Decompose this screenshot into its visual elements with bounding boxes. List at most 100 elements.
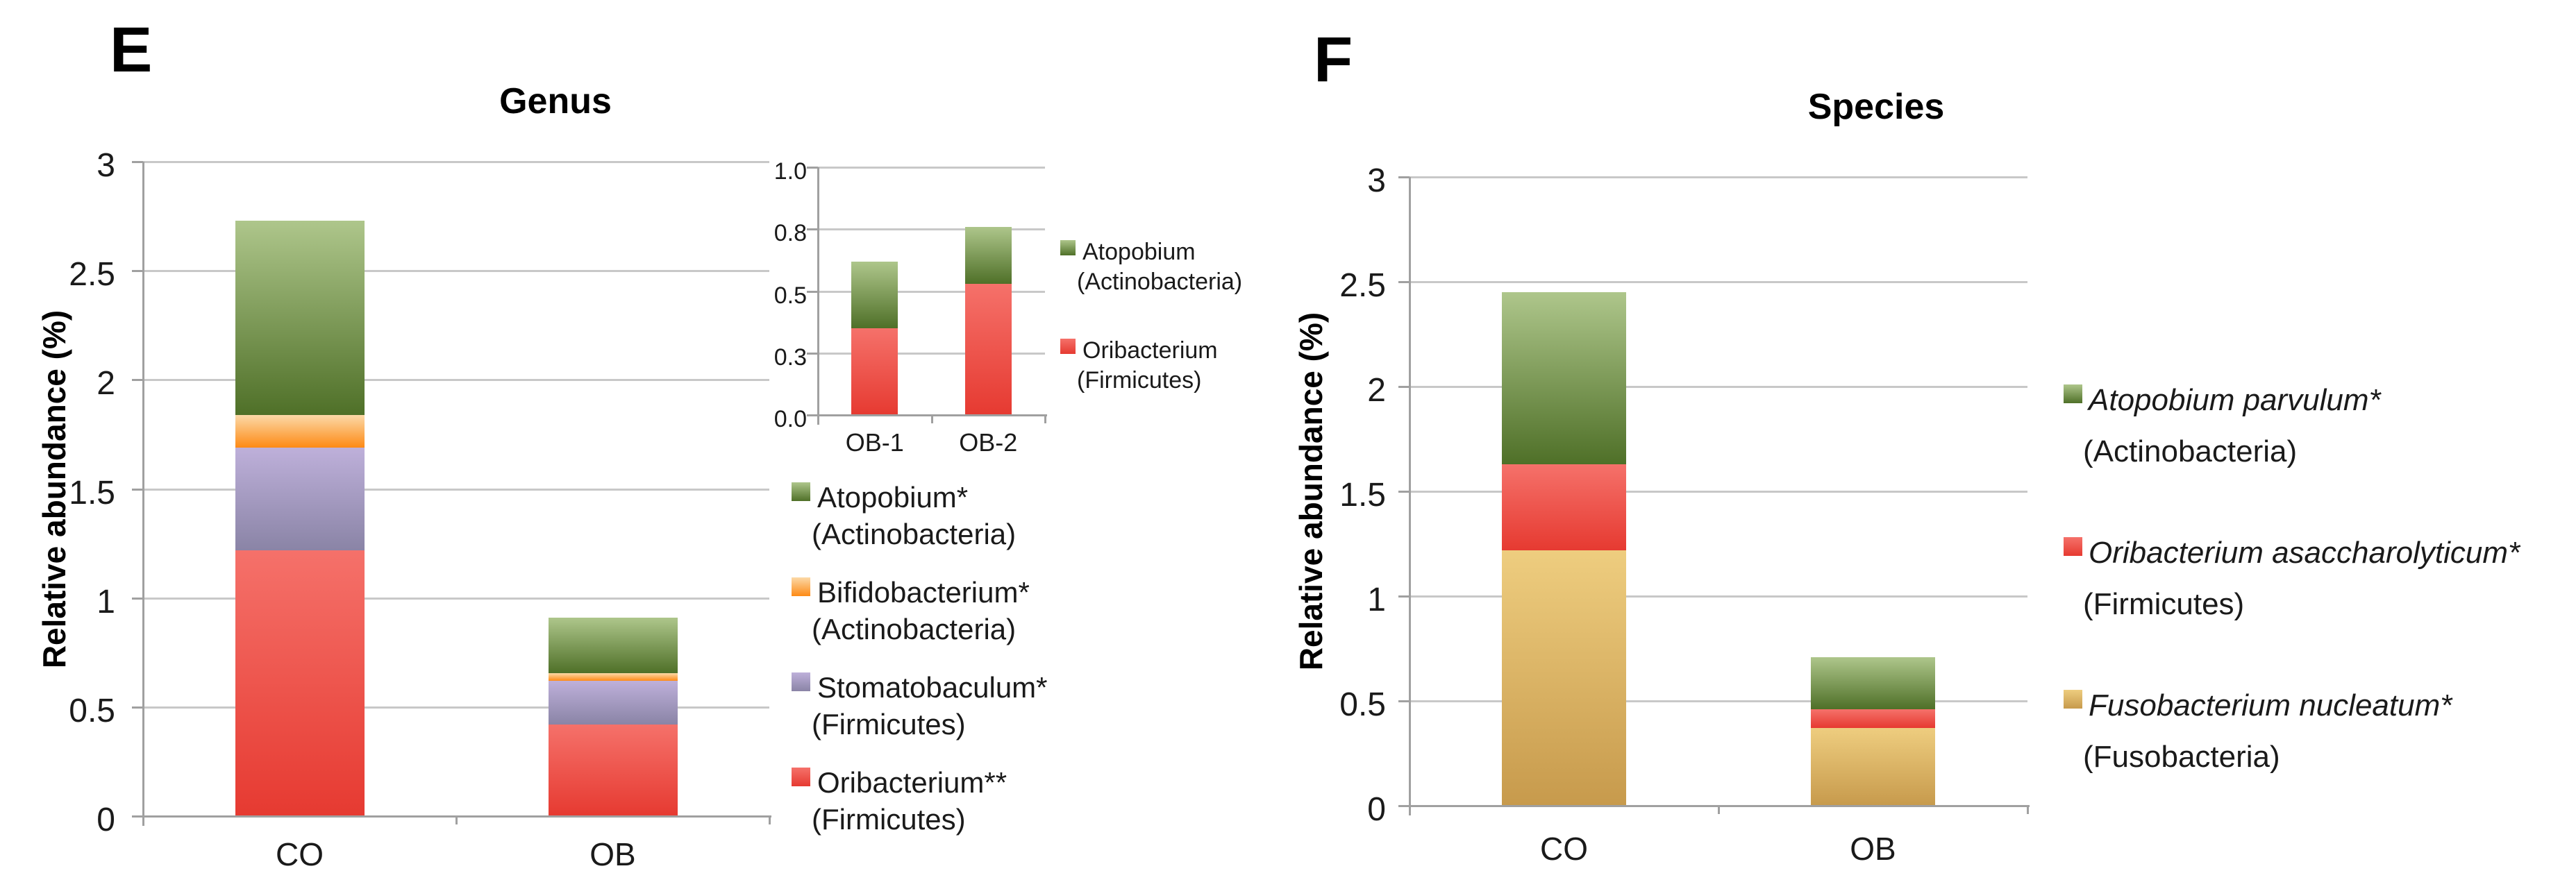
- legend-item-name: Atopobium: [1082, 239, 1196, 265]
- legend-swatch-purple: [792, 672, 810, 691]
- y-axis-tick: [132, 161, 143, 163]
- bar-segment-red-OB-1: [851, 328, 898, 415]
- legend-item-phylum: (Actinobacteria): [2083, 434, 2298, 468]
- y-axis-tick: [1398, 176, 1410, 178]
- legend-item-name: Oribacterium**: [817, 766, 1007, 799]
- y-axis-tick: [1398, 595, 1410, 598]
- y-tick-label: 3: [1367, 162, 1386, 199]
- legend-item-phylum: (Firmicutes): [2083, 587, 2245, 621]
- legend-swatch-green: [2064, 384, 2082, 403]
- y-axis-tick: [132, 815, 143, 818]
- gridline: [1410, 176, 2027, 178]
- y-axis-tick: [807, 414, 818, 416]
- bar-segment-red-OB-2: [964, 283, 1012, 415]
- y-axis-tick: [1398, 281, 1410, 283]
- bar-segment-red-OB: [1811, 709, 1935, 729]
- x-axis-tick: [1718, 806, 1720, 814]
- y-tick-label: 0.8: [773, 220, 807, 247]
- bar-segment-red-CO: [235, 550, 365, 816]
- panel-letter-E: E: [110, 15, 153, 85]
- y-axis-line: [1409, 177, 1411, 815]
- y-axis-tick: [1398, 805, 1410, 807]
- bar-segment-red-OB: [548, 724, 678, 816]
- y-axis-tick: [132, 597, 143, 600]
- gridline: [818, 167, 1045, 169]
- legend-swatch-green: [792, 482, 810, 501]
- bar-segment-tan-OB: [1811, 728, 1935, 806]
- y-tick-label: 1: [1367, 582, 1386, 618]
- x-axis-tick: [2027, 806, 2029, 814]
- legend-swatch-red: [792, 768, 810, 786]
- gridline: [143, 597, 769, 600]
- legend-item-name: Oribacterium asaccharolyticum*: [2089, 536, 2520, 570]
- panel-letter-F: F: [1314, 24, 1353, 95]
- x-axis-tick: [1044, 415, 1046, 423]
- y-axis-tick: [807, 228, 818, 231]
- y-tick-label: 0.5: [69, 692, 115, 729]
- legend-item-phylum: (Actinobacteria): [1077, 269, 1243, 295]
- gridline: [818, 228, 1045, 231]
- species-chart-title: Species: [1807, 87, 1945, 127]
- y-tick-label: 1: [97, 583, 115, 620]
- bar-segment-green-CO: [1502, 292, 1626, 464]
- gridline: [143, 706, 769, 709]
- bar-segment-red-CO: [1502, 464, 1626, 550]
- y-axis-tick: [132, 379, 143, 382]
- legend-item-phylum: (Actinobacteria): [812, 613, 1017, 645]
- y-tick-label: 2.5: [69, 256, 115, 294]
- x-axis-tick: [817, 415, 819, 423]
- x-category-label-CO: CO: [276, 836, 324, 872]
- y-tick-label: 0.5: [773, 282, 807, 309]
- y-axis-tick: [132, 270, 143, 273]
- y-axis-line: [142, 162, 144, 826]
- y-tick-label: 0.5: [1339, 686, 1386, 723]
- y-axis-tick: [132, 706, 143, 709]
- legend-item-name: Bifidobacterium*: [817, 576, 1030, 609]
- x-axis-tick: [930, 415, 933, 423]
- legend-item-phylum: (Actinobacteria): [812, 518, 1017, 550]
- legend-item-phylum: (Firmicutes): [1077, 367, 1202, 393]
- y-axis-tick: [807, 167, 818, 169]
- bar-segment-orange-OB: [548, 673, 678, 681]
- legend-swatch-red: [1060, 339, 1076, 354]
- legend-item-phylum: (Firmicutes): [812, 708, 966, 740]
- bar-segment-green-OB-2: [964, 226, 1012, 284]
- legend-item-name: Atopobium*: [817, 481, 969, 514]
- y-axis-tick: [807, 290, 818, 293]
- gridline: [143, 270, 769, 273]
- y-tick-label: 0: [97, 802, 115, 838]
- y-tick-label: 1.5: [69, 474, 115, 511]
- legend-swatch-tan: [2064, 690, 2082, 709]
- bar-segment-purple-OB: [548, 681, 678, 725]
- y-axis-line: [817, 167, 819, 425]
- y-axis-tick: [1398, 491, 1410, 493]
- y-tick-label: 1.0: [773, 158, 807, 185]
- gridline: [1410, 281, 2027, 283]
- y-tick-label: 2: [97, 365, 115, 403]
- y-tick-label: 2.5: [1339, 267, 1386, 304]
- legend-swatch-red: [2064, 537, 2082, 556]
- x-category-label-OB: OB: [1850, 831, 1896, 867]
- x-category-label-OB-2: OB-2: [959, 428, 1018, 457]
- genus-chart-title: Genus: [499, 81, 612, 121]
- bar-segment-purple-CO: [235, 447, 365, 550]
- bar-segment-green-CO: [235, 220, 365, 415]
- legend-item-name: Fusobacterium nucleatum*: [2089, 688, 2452, 722]
- gridline: [1410, 595, 2027, 598]
- gridline: [143, 488, 769, 491]
- y-axis-tick: [1398, 700, 1410, 702]
- y-tick-label: 1.5: [1339, 477, 1386, 514]
- gridline: [143, 161, 769, 163]
- legend-swatch-green: [1060, 240, 1076, 255]
- legend-item-phylum: (Fusobacteria): [2083, 740, 2280, 774]
- bar-segment-orange-CO: [235, 414, 365, 448]
- x-axis-tick: [1409, 806, 1411, 814]
- gridline: [143, 379, 769, 382]
- bar-segment-green-OB: [548, 617, 678, 674]
- gridline: [1410, 491, 2027, 493]
- x-category-label-OB: OB: [589, 836, 636, 872]
- y-tick-label: 3: [97, 147, 115, 184]
- legend-item-phylum: (Firmicutes): [812, 803, 966, 836]
- x-category-label-CO: CO: [1540, 831, 1588, 867]
